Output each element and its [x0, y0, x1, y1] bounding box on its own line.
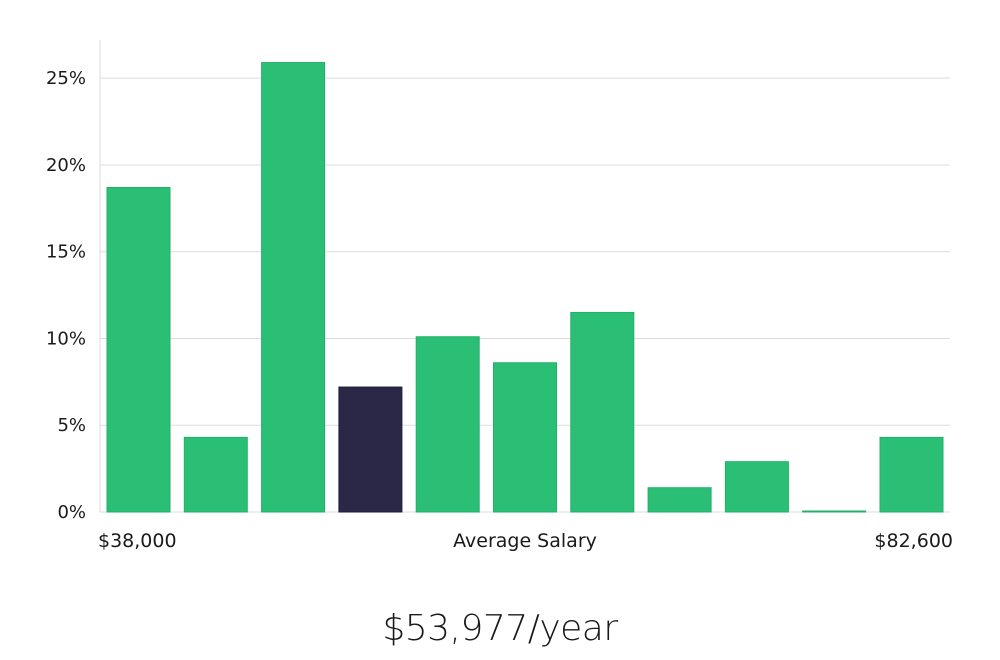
bar — [106, 187, 171, 513]
bar — [570, 311, 635, 513]
salary-histogram: 0%5%10%15%20%25% $38,000 Average Salary … — [46, 40, 953, 552]
x-axis-title: Average Salary — [453, 530, 597, 552]
bar — [415, 336, 480, 513]
y-tick-label: 10% — [46, 328, 86, 349]
bar-highlighted — [338, 386, 403, 513]
x-min-label: $38,000 — [98, 530, 177, 552]
y-tick-label: 15% — [46, 242, 86, 263]
y-tick-labels: 0% 5% 10% 15% 20% 25% — [46, 68, 86, 523]
y-tick-label: 5% — [57, 415, 86, 436]
bars — [106, 62, 944, 513]
average-salary-value: $53,977/year — [382, 608, 618, 649]
y-tick-label: 0% — [57, 502, 86, 523]
y-tick-label: 20% — [46, 155, 86, 176]
bar — [261, 62, 326, 513]
bar — [183, 436, 248, 513]
bar — [724, 461, 789, 513]
bar — [879, 436, 944, 513]
x-max-label: $82,600 — [874, 530, 953, 552]
bar — [647, 487, 712, 513]
bar — [493, 362, 557, 513]
y-tick-label: 25% — [46, 68, 86, 89]
bar — [802, 510, 867, 513]
